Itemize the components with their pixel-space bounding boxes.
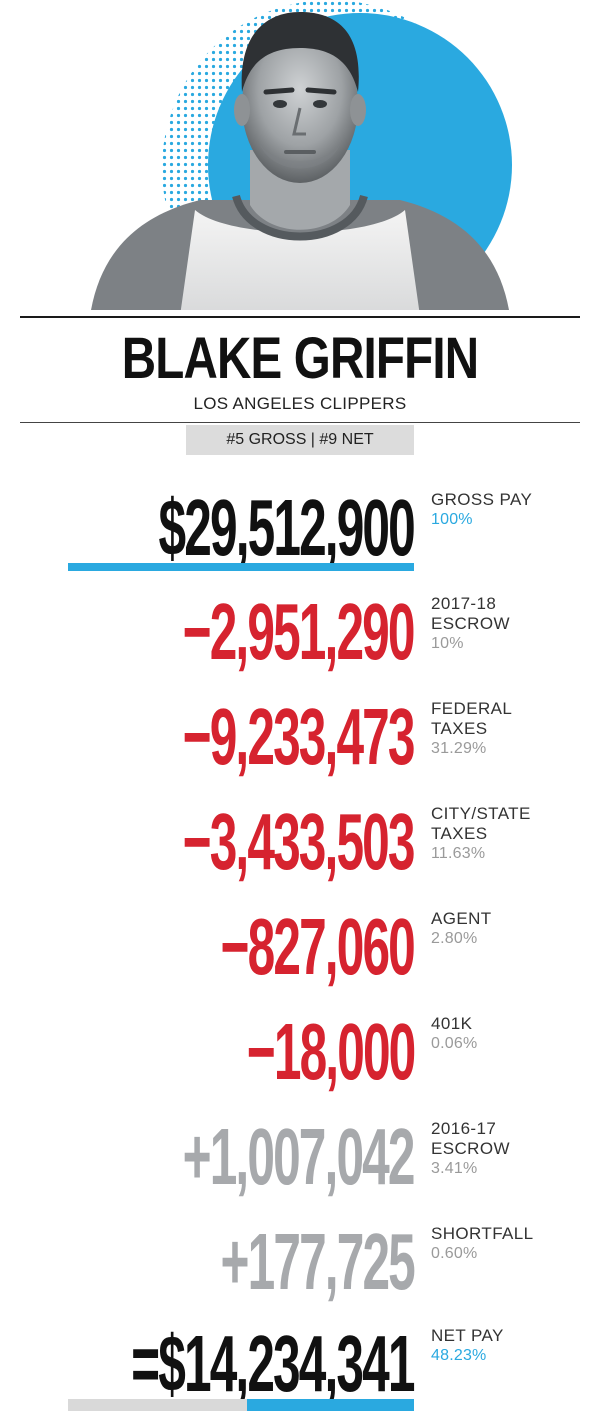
row-label-line1: 2017-18 (431, 594, 497, 613)
row-label-line1: NET PAY (431, 1326, 504, 1345)
federal-taxes-amount: −9,233,473 (182, 692, 416, 781)
row-agent: −827,060 AGENT 2.80% (0, 905, 600, 1005)
net-pay-amount: =$14,234,341 (131, 1319, 416, 1408)
row-label-line1: GROSS PAY (431, 490, 533, 509)
city-state-taxes-amount: −3,433,503 (182, 797, 416, 886)
row-percent: 2.80% (431, 930, 478, 947)
agent-amount: −827,060 (220, 902, 416, 991)
federal-taxes-label: FEDERAL TAXES 31.29% (431, 699, 591, 759)
row-label-line2: TAXES (431, 719, 488, 738)
gross-pay-amount: $29,512,900 (158, 483, 416, 572)
row-percent: 31.29% (431, 740, 487, 757)
net-pay-bar-track (68, 1399, 247, 1411)
team-name: LOS ANGELES CLIPPERS (193, 394, 407, 413)
shortfall-label: SHORTFALL 0.60% (431, 1224, 591, 1264)
row-label-line2: TAXES (431, 824, 488, 843)
net-pay-bar (247, 1399, 414, 1411)
401k-label: 401K 0.06% (431, 1014, 591, 1054)
row-percent: 100% (431, 511, 473, 528)
row-label-line1: SHORTFALL (431, 1224, 534, 1243)
row-percent: 10% (431, 635, 464, 652)
row-label-line2: ESCROW (431, 1139, 510, 1158)
row-escrow-2017-18: −2,951,290 2017-18 ESCROW 10% (0, 590, 600, 690)
row-percent: 0.60% (431, 1245, 478, 1262)
row-401k: −18,000 401K 0.06% (0, 1010, 600, 1110)
row-label-line2: ESCROW (431, 614, 510, 633)
row-federal-taxes: −9,233,473 FEDERAL TAXES 31.29% (0, 695, 600, 795)
rank-badge: #5 GROSS | #9 NET (186, 425, 414, 455)
row-percent: 48.23% (431, 1347, 487, 1364)
escrow-2017-18-label: 2017-18 ESCROW 10% (431, 594, 591, 654)
agent-label: AGENT 2.80% (431, 909, 591, 949)
401k-amount: −18,000 (246, 1007, 416, 1096)
jersey (180, 210, 420, 310)
row-label-line1: AGENT (431, 909, 492, 928)
escrow-2016-17-amount: +1,007,042 (182, 1112, 416, 1201)
head (242, 27, 358, 183)
row-net-pay: =$14,234,341 NET PAY 48.23% (0, 1322, 600, 1422)
escrow-2016-17-label: 2016-17 ESCROW 3.41% (431, 1119, 591, 1179)
gross-pay-bar (68, 563, 414, 571)
row-label-line1: CITY/STATE (431, 804, 531, 823)
bottom-divider (20, 422, 580, 423)
top-divider (20, 316, 580, 318)
gross-pay-label: GROSS PAY 100% (431, 490, 591, 530)
net-pay-label: NET PAY 48.23% (431, 1326, 591, 1366)
row-city-state-taxes: −3,433,503 CITY/STATE TAXES 11.63% (0, 800, 600, 900)
row-escrow-2016-17: +1,007,042 2016-17 ESCROW 3.41% (0, 1115, 600, 1215)
row-percent: 11.63% (431, 845, 486, 862)
player-name: BLAKE GRIFFIN (121, 326, 479, 391)
row-percent: 0.06% (431, 1035, 478, 1052)
portrait-illustration (91, 0, 512, 310)
row-label-line1: 401K (431, 1014, 473, 1033)
row-shortfall: +177,725 SHORTFALL 0.60% (0, 1220, 600, 1320)
shortfall-amount: +177,725 (220, 1217, 416, 1306)
row-label-line1: 2016-17 (431, 1119, 497, 1138)
row-gross-pay: $29,512,900 GROSS PAY 100% (0, 486, 600, 586)
row-percent: 3.41% (431, 1160, 478, 1177)
row-label-line1: FEDERAL (431, 699, 513, 718)
player-portrait (0, 0, 600, 316)
city-state-taxes-label: CITY/STATE TAXES 11.63% (431, 804, 591, 864)
escrow-2017-18-amount: −2,951,290 (182, 587, 416, 676)
